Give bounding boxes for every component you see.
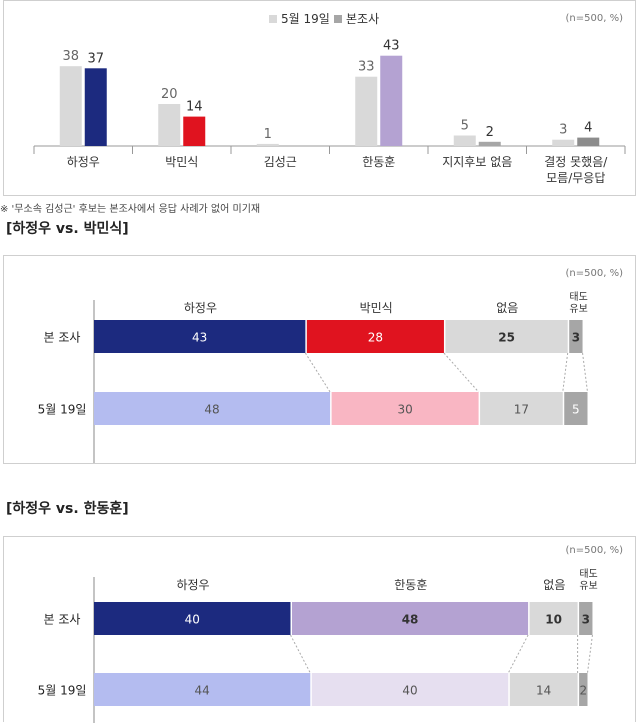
segment-value-label: 3: [572, 331, 580, 345]
segment-value-label: 2: [579, 684, 587, 698]
segment-한동훈: [311, 673, 509, 706]
category-label: 하정우: [67, 155, 100, 169]
bar-5월19일: [355, 76, 378, 146]
segment-value-label: 17: [514, 403, 529, 417]
bar-value-label: 2: [486, 125, 494, 140]
segment-없음: [509, 673, 578, 706]
stacked-bar-chart-1: (n=500, %) 본 조사 43 28 25 3 5월 19일 48 30 17 5 하정우 박민식…: [38, 268, 624, 463]
bar-본조사: [577, 137, 600, 146]
segment-value-label: 25: [498, 331, 515, 345]
category-label: 모름/무응답: [546, 171, 605, 185]
segment-value-label: 30: [397, 403, 412, 417]
legend-swatch: [334, 15, 342, 23]
connector-line: [290, 634, 311, 674]
row-label: 5월 19일: [38, 403, 87, 417]
bar-본조사: [183, 116, 206, 146]
legend-swatch: [269, 15, 277, 23]
legend-label: 본조사: [346, 12, 379, 26]
row-label: 본 조사: [44, 613, 81, 627]
bar-5월19일: [59, 66, 82, 146]
segment-header: 유보: [569, 303, 587, 315]
segment-박민식: [306, 320, 444, 353]
segment-태도유보: [564, 392, 588, 425]
connector-line: [587, 634, 593, 674]
segment-하정우: [94, 392, 331, 425]
segment-value-label: 40: [185, 613, 200, 627]
segment-header: 하정우: [184, 301, 217, 315]
segment-없음: [529, 602, 578, 635]
segment-태도유보: [579, 673, 588, 706]
segment-태도유보: [579, 602, 593, 635]
bar-5월19일: [453, 135, 476, 146]
bar-value-label: 33: [358, 60, 375, 75]
segment-없음: [445, 320, 568, 353]
segment-value-label: 10: [545, 613, 562, 627]
segment-value-label: 43: [192, 331, 207, 345]
bar-5월19일: [256, 143, 279, 146]
row-label: 본 조사: [44, 331, 81, 345]
segment-header: 한동훈: [394, 578, 427, 592]
segment-하정우: [94, 602, 291, 635]
segment-하정우: [94, 673, 311, 706]
sample-note: (n=500, %): [566, 268, 624, 279]
category-label: 박민식: [165, 155, 198, 169]
chart3-heading: [하정우 vs. 한동훈]: [6, 501, 129, 517]
segment-value-label: 44: [195, 684, 210, 698]
bar-본조사: [84, 68, 107, 146]
bar-value-label: 37: [87, 51, 104, 66]
row-label: 5월 19일: [38, 684, 87, 698]
bar-value-label: 5: [461, 119, 469, 134]
segment-header: 태도: [569, 291, 587, 303]
segment-header: 없음: [496, 301, 518, 315]
sample-note: (n=500, %): [566, 545, 624, 556]
category-label: 지지후보 없음: [442, 155, 512, 169]
grouped-bar-panel: (n=500, %) 5월 19일 본조사 38 37 하정우 20 14 박민식 1 김성근 33 4…: [3, 0, 636, 196]
bar-value-label: 43: [383, 39, 400, 54]
bar-value-label: 20: [161, 87, 178, 102]
segment-태도유보: [569, 320, 583, 353]
segment-value-label: 48: [204, 403, 219, 417]
stacked-bar-panel-2: (n=500, %) 본 조사 40 48 10 3 5월 19일 44 40 14 2 하정우 한동훈…: [3, 536, 636, 723]
segment-header: 박민식: [360, 301, 393, 315]
category-label: 결정 못했음/: [544, 155, 608, 169]
stacked-bar-panel-1: (n=500, %) 본 조사 43 28 25 3 5월 19일 48 30 17 5 하정우 박민식…: [3, 255, 636, 464]
segment-value-label: 48: [402, 613, 419, 627]
segment-하정우: [94, 320, 306, 353]
segment-header: 태도: [579, 568, 597, 580]
connector-line: [443, 352, 479, 393]
grouped-bar-chart: (n=500, %) 5월 19일 본조사 38 37 하정우 20 14 박민식 1 김성근 33 4…: [33, 12, 626, 185]
segment-value-label: 14: [536, 684, 551, 698]
connector-line: [507, 634, 529, 674]
segment-value-label: 40: [402, 684, 417, 698]
bar-본조사: [478, 141, 501, 146]
connector-line: [582, 352, 588, 393]
stacked-bar-chart-2: (n=500, %) 본 조사 40 48 10 3 5월 19일 44 40 14 2 하정우 한동훈…: [38, 545, 624, 723]
bar-5월19일: [552, 139, 575, 146]
segment-없음: [480, 392, 563, 425]
bar-5월19일: [158, 104, 181, 146]
segment-header: 유보: [579, 580, 597, 592]
legend-label: 5월 19일: [281, 12, 330, 26]
chart2-heading: [하정우 vs. 박민식]: [6, 221, 129, 237]
segment-header: 없음: [543, 578, 565, 592]
bar-value-label: 3: [559, 123, 567, 138]
bar-value-label: 4: [584, 121, 592, 136]
category-label: 김성근: [264, 155, 297, 169]
bar-value-label: 14: [186, 100, 203, 115]
bar-value-label: 1: [264, 127, 272, 142]
category-label: 한동훈: [362, 155, 395, 169]
segment-value-label: 5: [572, 403, 580, 417]
bar-value-label: 38: [62, 49, 79, 64]
connector-line: [562, 352, 569, 393]
segment-header: 하정우: [176, 578, 209, 592]
segment-한동훈: [292, 602, 529, 635]
segment-value-label: 28: [368, 331, 383, 345]
sample-note: (n=500, %): [566, 13, 624, 24]
footnote: ※ '무소속 김성근' 후보는 본조사에서 응답 사례가 없어 미기재: [0, 204, 261, 215]
segment-박민식: [331, 392, 479, 425]
segment-value-label: 3: [582, 613, 590, 627]
connector-line: [304, 352, 331, 393]
bar-본조사: [380, 55, 403, 147]
